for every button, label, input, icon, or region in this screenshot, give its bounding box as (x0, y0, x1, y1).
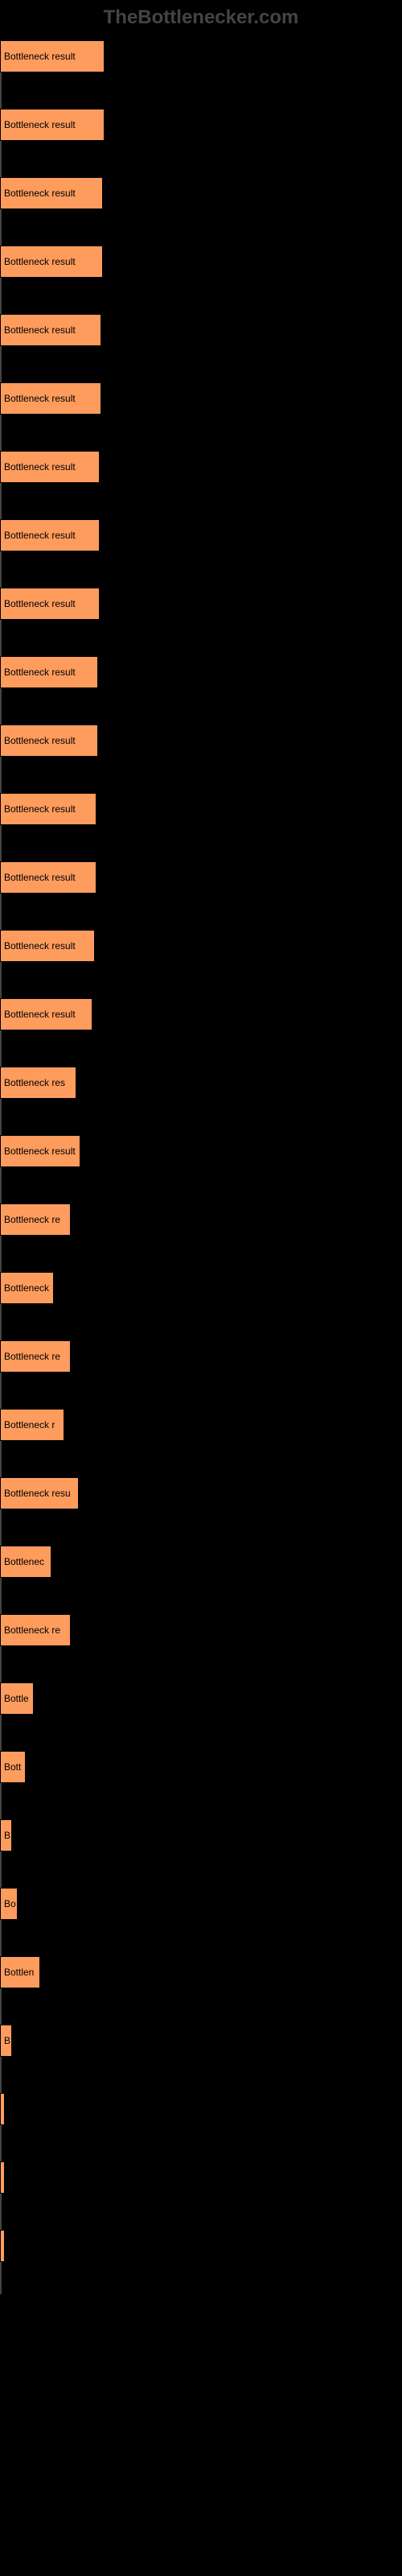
bar-label: Bottle (4, 1693, 29, 1704)
bar-label: Bottleneck result (4, 598, 76, 609)
bar-row: B (0, 2025, 402, 2057)
bar-row: Bottleneck result (0, 40, 402, 72)
bar-row: Bottlen (0, 1956, 402, 1988)
bar-row: Bottleneck result (0, 451, 402, 483)
bar-label: Bottleneck re (4, 1351, 60, 1362)
bar-row (0, 2230, 402, 2262)
bar-row: Bottleneck res (0, 1067, 402, 1099)
chart-bar: B (0, 1819, 12, 1852)
bar-row: Bottleneck result (0, 724, 402, 757)
bar-label: Bottleneck resu (4, 1488, 71, 1499)
chart-bar: Bottleneck result (0, 519, 100, 551)
bar-label: B (4, 1830, 10, 1841)
chart-bar: Bottleneck result (0, 246, 103, 278)
chart-bar (0, 2161, 5, 2194)
bar-label: Bottleneck res (4, 1077, 65, 1088)
chart-bar: Bottleneck result (0, 930, 95, 962)
chart-bar: Bottleneck result (0, 40, 105, 72)
bar-label: Bottleneck result (4, 735, 76, 746)
chart-bar: Bottleneck (0, 1272, 54, 1304)
chart-bar: Bottleneck re (0, 1340, 71, 1373)
bar-label: Bottleneck result (4, 1009, 76, 1020)
bar-row: Bottleneck result (0, 519, 402, 551)
chart-bar: Bottleneck resu (0, 1477, 79, 1509)
bar-row: Bottleneck result (0, 588, 402, 620)
bar-row: Bottlenec (0, 1546, 402, 1578)
bar-label: Bottlenec (4, 1556, 44, 1567)
bar-label: Bottleneck result (4, 461, 76, 473)
bar-label: Bottleneck result (4, 188, 76, 199)
bar-label: Bottleneck result (4, 872, 76, 883)
chart-bar: Bottleneck result (0, 793, 96, 825)
chart-bar: Bottle (0, 1682, 34, 1715)
bar-label: Bo (4, 1898, 16, 1909)
bar-label: Bottleneck r (4, 1419, 55, 1430)
chart-bar: Bottleneck r (0, 1409, 64, 1441)
bar-row: Bottleneck re (0, 1203, 402, 1236)
bar-row: Bottleneck result (0, 930, 402, 962)
chart-bar: Bottleneck re (0, 1614, 71, 1646)
bar-row: Bottleneck result (0, 861, 402, 894)
bar-row: Bottleneck re (0, 1340, 402, 1373)
chart-bar: Bottleneck result (0, 724, 98, 757)
bar-label: Bottleneck result (4, 119, 76, 130)
bar-row (0, 2093, 402, 2125)
bar-row: Bottle (0, 1682, 402, 1715)
chart-bar: Bottlen (0, 1956, 40, 1988)
bar-label: Bottleneck re (4, 1624, 60, 1636)
chart-bar: Bottleneck result (0, 861, 96, 894)
bar-row: Bottleneck result (0, 246, 402, 278)
chart-bar: B (0, 2025, 12, 2057)
chart-bar: Bottlenec (0, 1546, 51, 1578)
bar-label: Bottleneck result (4, 803, 76, 815)
chart-bar: Bo (0, 1888, 18, 1920)
bar-row (0, 2161, 402, 2194)
bar-row: B (0, 1819, 402, 1852)
bar-chart: Bottleneck result Bottleneck result Bottle… (0, 0, 402, 2262)
bar-label: Bott (4, 1761, 21, 1773)
bar-row: Bottleneck result (0, 1135, 402, 1167)
bar-label: Bottleneck (4, 1282, 49, 1294)
bar-row: Bottleneck result (0, 314, 402, 346)
bar-label: Bottleneck result (4, 1146, 76, 1157)
chart-bar: Bottleneck result (0, 451, 100, 483)
bar-label: B (4, 2035, 10, 2046)
chart-bar: Bottleneck result (0, 656, 98, 688)
chart-bar: Bottleneck re (0, 1203, 71, 1236)
bar-label: Bottleneck result (4, 324, 76, 336)
bar-row: Bottleneck result (0, 998, 402, 1030)
chart-bar: Bottleneck result (0, 1135, 80, 1167)
bar-label: Bottleneck result (4, 256, 76, 267)
chart-bar: Bottleneck result (0, 998, 92, 1030)
bar-label: Bottleneck re (4, 1214, 60, 1225)
bar-row: Bottleneck result (0, 109, 402, 141)
chart-bar: Bottleneck result (0, 177, 103, 209)
bar-label: Bottleneck result (4, 51, 76, 62)
chart-bar: Bottleneck result (0, 588, 100, 620)
chart-bar: Bottleneck result (0, 382, 101, 415)
bar-label: Bottleneck result (4, 667, 76, 678)
bar-row: Bottleneck result (0, 656, 402, 688)
bar-row: Bottleneck r (0, 1409, 402, 1441)
bar-label: Bottleneck result (4, 393, 76, 404)
bar-row: Bottleneck (0, 1272, 402, 1304)
bar-row: Bo (0, 1888, 402, 1920)
bar-row: Bottleneck result (0, 177, 402, 209)
bar-row: Bottleneck result (0, 382, 402, 415)
bar-row: Bottleneck result (0, 793, 402, 825)
chart-bar (0, 2230, 5, 2262)
bar-label: Bottleneck result (4, 940, 76, 952)
chart-bar (0, 2093, 5, 2125)
bar-row: Bottleneck re (0, 1614, 402, 1646)
bar-label: Bottlen (4, 1967, 34, 1978)
chart-bar: Bott (0, 1751, 26, 1783)
bar-row: Bott (0, 1751, 402, 1783)
chart-bar: Bottleneck result (0, 109, 105, 141)
chart-bar: Bottleneck res (0, 1067, 76, 1099)
chart-bar: Bottleneck result (0, 314, 101, 346)
bar-label: Bottleneck result (4, 530, 76, 541)
bar-row: Bottleneck resu (0, 1477, 402, 1509)
